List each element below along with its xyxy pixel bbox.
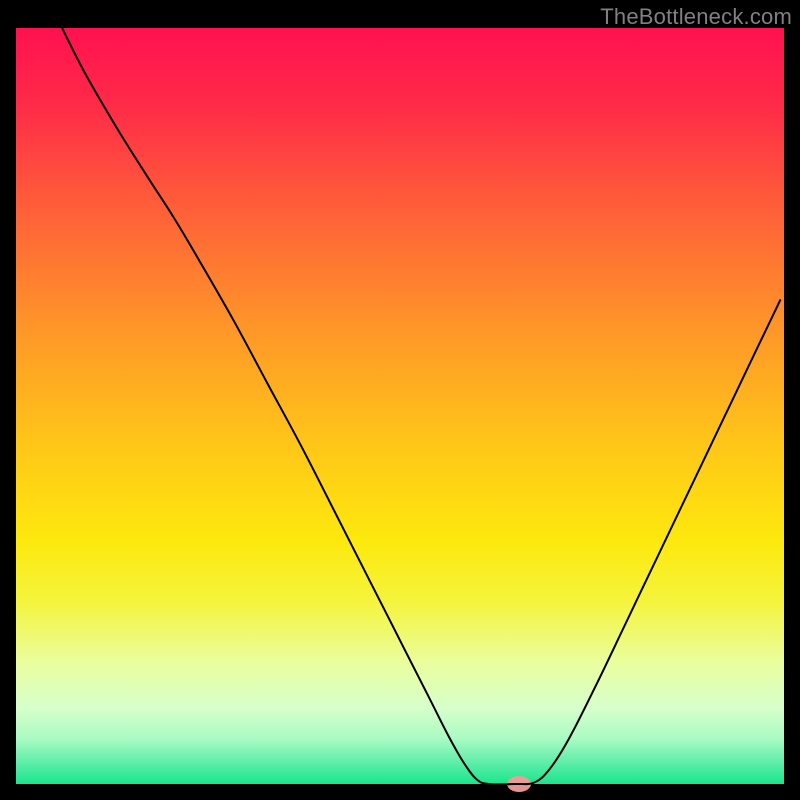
watermark-text: TheBottleneck.com bbox=[600, 4, 792, 30]
bottleneck-chart bbox=[0, 0, 800, 800]
chart-background bbox=[16, 28, 784, 784]
